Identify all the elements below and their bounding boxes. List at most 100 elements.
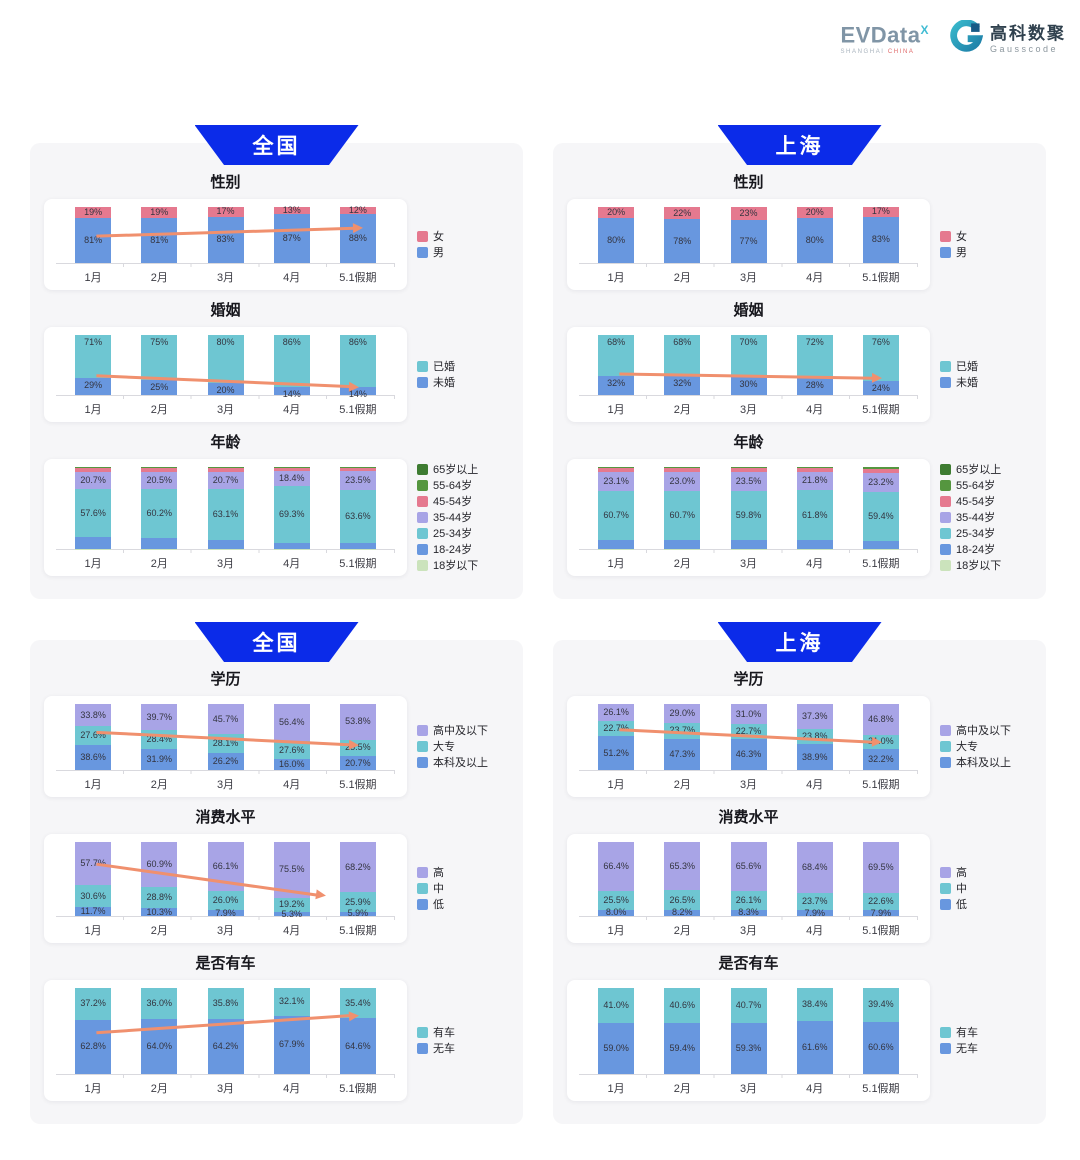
bar-segment-有车: 39.4% <box>862 988 899 1022</box>
chart-card: 26.1% 22.7% 51.2% 29.0% 23.7% 47.3% 31.0% 22.7%… <box>567 696 930 797</box>
stacked-bar-5.1假期: 68.2% 25.9% 5.9% <box>339 842 376 918</box>
bar-segment-低: 10.3% <box>141 907 178 916</box>
legend-swatch-icon <box>417 464 428 475</box>
stacked-bar-2月: 40.6% 59.4% <box>664 988 701 1074</box>
bar-segment-35-44岁: 23.0% <box>664 471 701 491</box>
legend-item: 无车 <box>940 1043 1032 1055</box>
x-axis-label: 2月 <box>673 779 691 791</box>
chart-婚姻: 婚姻 68% 32% 68% 32% 70% 30% 72% 28% 76% 24% 1月 2月 3月 4月… <box>567 299 1032 422</box>
legend-label: 无车 <box>433 1042 455 1055</box>
x-axis-line <box>579 263 918 267</box>
x-axis-label: 5.1假期 <box>339 272 377 284</box>
legend-item: 无车 <box>417 1043 509 1055</box>
legend-label: 高 <box>956 866 967 879</box>
stacked-bar-1月: 41.0% 59.0% <box>598 988 635 1074</box>
plot-area: 23.1% 60.7% 23.0% 60.7% 23.5% 59.8% 21.8% 61.8%… <box>577 459 920 549</box>
evdata-logo: EVDataX SHANGHAI CHINA <box>840 24 929 56</box>
x-axis-label: 2月 <box>673 925 691 937</box>
legend-label: 男 <box>433 246 444 259</box>
bar-value-label: 59.3% <box>735 1042 762 1053</box>
bar-segment-大专: 23.8% <box>796 728 833 745</box>
bar-value-label: 65.3% <box>669 860 696 871</box>
bar-value-label: 23.5% <box>345 475 371 486</box>
bar-value-label: 11.7% <box>80 906 106 917</box>
legend-swatch-icon <box>417 899 428 910</box>
bar-value-label: 5.3% <box>281 908 302 919</box>
stacked-bar-3月: 23.5% 59.8% <box>730 467 767 549</box>
bar-segment-高中及以下: 56.4% <box>273 704 310 742</box>
bar-value-label: 20% <box>805 207 824 218</box>
bar-segment-未婚: 32% <box>598 375 635 395</box>
bar-value-label: 25.5% <box>603 895 629 906</box>
x-axis-line <box>56 1074 395 1078</box>
legend-label: 高中及以下 <box>433 724 488 737</box>
bar-value-label: 26.2% <box>212 755 239 766</box>
legend-item: 本科及以上 <box>417 757 509 769</box>
bar-value-label: 76% <box>871 337 890 347</box>
bar-segment-大专: 27.6% <box>273 741 310 760</box>
chart-title: 消费水平 <box>718 809 779 826</box>
legend-item: 18-24岁 <box>940 544 1032 556</box>
chart-title: 性别 <box>210 174 241 191</box>
chart-消费水平: 消费水平 57.7% 30.6% 11.7% 60.9% 28.8% 10.3% 66.1% 2… <box>44 806 509 943</box>
bar-segment-男: 81% <box>141 217 178 263</box>
bar-value-label: 26.1% <box>735 894 762 905</box>
stacked-bar-5.1假期: 23.2% 59.4% <box>862 467 899 549</box>
bar-segment-未婚: 29% <box>75 377 112 395</box>
legend-item: 高中及以下 <box>417 725 509 737</box>
bar-segment-未婚: 20% <box>207 383 244 395</box>
x-axis-label: 2月 <box>150 779 168 791</box>
x-axis-label: 2月 <box>150 558 168 570</box>
chart-legend: 有车 无车 <box>940 1027 1032 1055</box>
bar-segment-有车: 38.4% <box>796 988 833 1022</box>
legend-swatch-icon <box>940 361 951 372</box>
legend-swatch-icon <box>940 480 951 491</box>
bar-segment-女: 23% <box>730 207 767 220</box>
bar-value-label: 63.1% <box>212 508 239 519</box>
header-logos: EVDataX SHANGHAI CHINA 高科数聚 Gausscode <box>840 19 1066 59</box>
bar-segment-低: 5.9% <box>339 909 376 918</box>
x-axis-label: 5.1假期 <box>339 779 377 791</box>
legend-item: 已婚 <box>940 361 1032 373</box>
bar-value-label: 46.8% <box>868 713 894 724</box>
chart-婚姻: 婚姻 71% 29% 75% 25% 80% 20% 86% 14% 86% 14% 1月 2月 3月 4月… <box>44 299 509 422</box>
x-axis-label: 3月 <box>739 404 758 416</box>
stacked-bar-5.1假期: 76% 24% <box>862 335 899 395</box>
legend-item: 已婚 <box>417 361 509 373</box>
bar-segment-未婚: 14% <box>339 386 376 398</box>
bar-segment-本科及以上: 51.2% <box>598 736 635 770</box>
plot-area: 41.0% 59.0% 40.6% 59.4% 40.7% 59.3% 38.4% 61.6%… <box>577 980 920 1074</box>
chart-card: 57.7% 30.6% 11.7% 60.9% 28.8% 10.3% 66.1% 26.0%… <box>44 834 407 943</box>
bar-segment-45-54岁 <box>796 467 833 472</box>
chart-legend: 65岁以上 55-64岁 45-54岁 35-44岁 25-34岁 18-24岁 18岁以下 <box>417 464 509 572</box>
x-axis-label: 2月 <box>150 272 168 284</box>
legend-swatch-icon <box>417 361 428 372</box>
stacked-bar-2月: 22% 78% <box>664 207 701 263</box>
stacked-bar-4月: 13% 87% <box>273 206 310 263</box>
bar-value-label: 53.8% <box>345 716 371 727</box>
chart-title: 消费水平 <box>195 809 256 826</box>
bar-value-label: 32% <box>607 377 626 388</box>
x-axis-label: 1月 <box>607 1083 625 1095</box>
bar-value-label: 24% <box>871 382 890 393</box>
legend-swatch-icon <box>417 480 428 491</box>
x-axis-label: 5.1假期 <box>339 404 377 416</box>
legend-label: 本科及以上 <box>433 756 488 769</box>
chart-年龄: 年龄 20.7% 57.6% 20.5% 60.2% 20.7% 63.1% 18.4% 69.… <box>44 431 509 576</box>
stacked-bar-2月: 65.3% 26.5% 8.2% <box>664 842 701 917</box>
chart-legend: 高中低 <box>417 867 509 911</box>
bar-value-label: 21.8% <box>801 475 828 486</box>
bar-value-label: 7.9% <box>804 907 825 918</box>
x-axis-label: 1月 <box>607 925 625 937</box>
chart-title: 学历 <box>210 671 241 688</box>
bar-value-label: 30.6% <box>80 890 106 901</box>
bar-segment-大专: 21.0% <box>862 734 899 749</box>
legend-swatch-icon <box>417 560 428 571</box>
x-axis-label: 4月 <box>283 925 301 937</box>
chart-legend: 高中低 <box>940 867 1032 911</box>
x-axis-label: 5.1假期 <box>862 779 900 791</box>
chart-card: 20% 80% 22% 78% 23% 77% 20% 80% 17% 83% 1月 2月 3月 4月 5.… <box>567 199 930 290</box>
panel-shanghai-demographics: 上海 性别 20% 80% 22% 78% 23% 77% 20% 80% 17% 83% 1月 2月 3… <box>553 125 1046 599</box>
bar-segment-大专: 28.1% <box>207 734 244 753</box>
x-axis-label: 4月 <box>283 404 301 416</box>
